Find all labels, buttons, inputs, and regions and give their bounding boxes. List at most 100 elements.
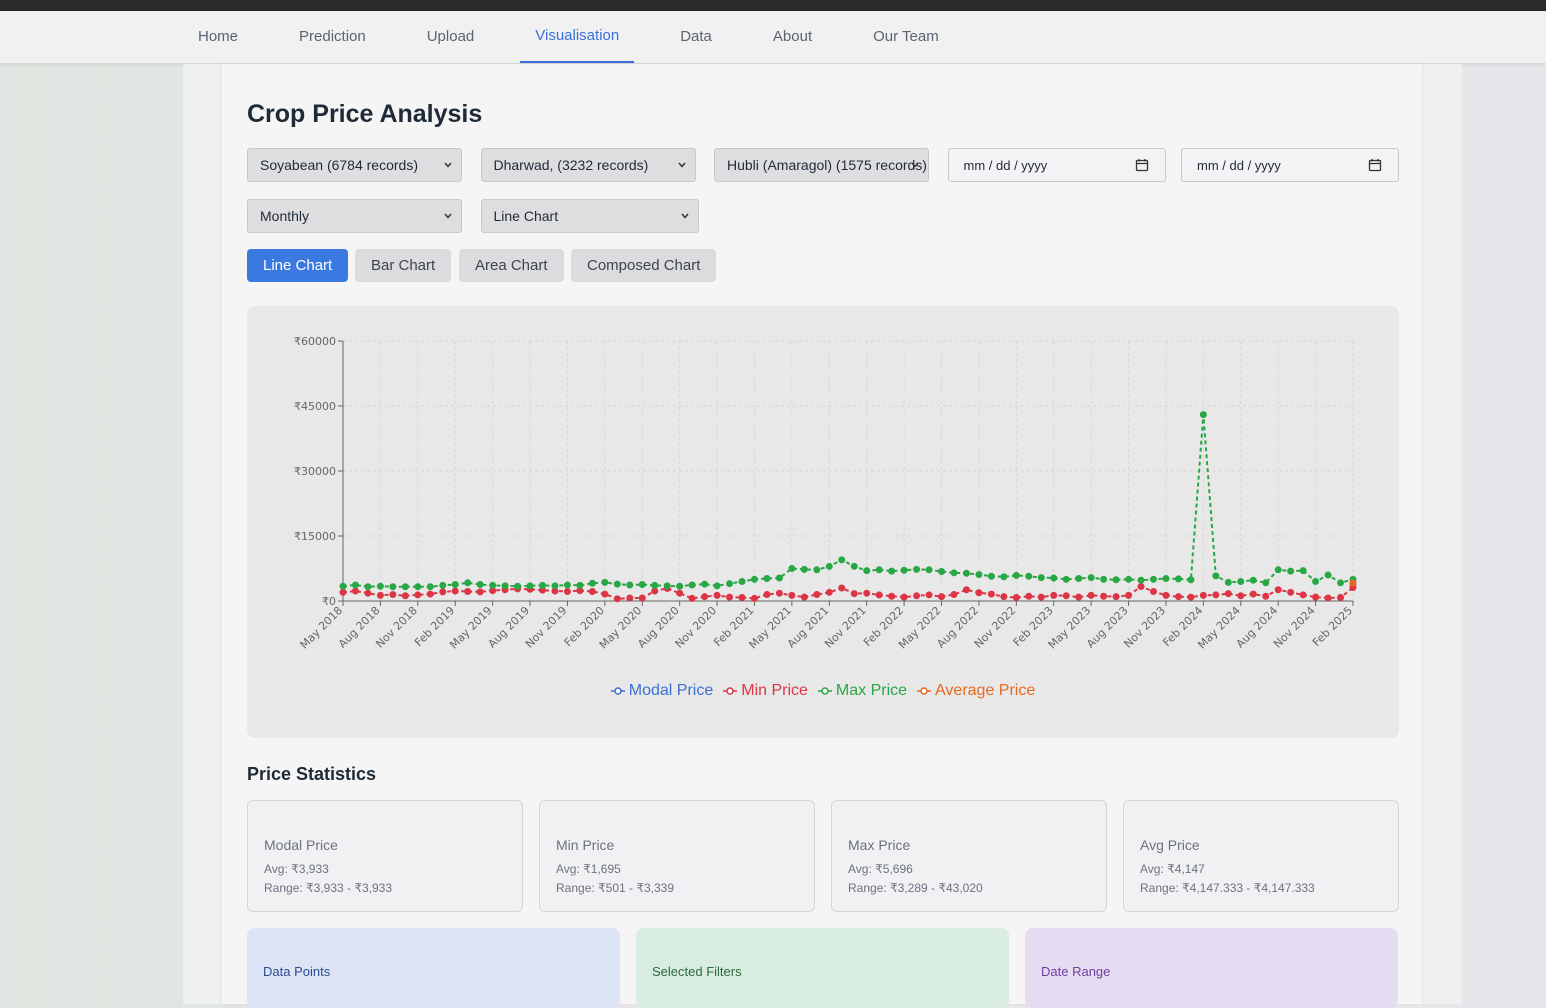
data-point[interactable]	[888, 567, 896, 575]
data-point[interactable]	[414, 583, 422, 591]
data-point[interactable]	[1075, 593, 1083, 601]
data-point[interactable]	[464, 587, 472, 595]
data-point[interactable]	[925, 566, 933, 574]
nav-link[interactable]: Home	[198, 28, 239, 45]
data-point[interactable]	[576, 581, 584, 589]
data-point[interactable]	[975, 571, 983, 579]
data-point[interactable]	[1125, 591, 1133, 599]
data-point[interactable]	[987, 590, 995, 598]
data-point[interactable]	[938, 568, 946, 576]
data-point[interactable]	[426, 590, 434, 598]
select[interactable]: Hubli (Amaragol) (1575 records)	[714, 148, 929, 182]
data-point[interactable]	[1174, 575, 1182, 583]
data-point[interactable]	[763, 574, 771, 582]
data-point[interactable]	[987, 572, 995, 580]
data-point[interactable]	[1187, 576, 1195, 584]
data-point[interactable]	[863, 589, 871, 597]
data-point[interactable]	[1037, 593, 1045, 601]
data-point[interactable]	[1262, 592, 1270, 600]
select[interactable]: Monthly	[247, 199, 462, 233]
data-point[interactable]	[863, 567, 871, 575]
data-point[interactable]	[701, 593, 709, 601]
data-point[interactable]	[726, 580, 734, 588]
nav-link[interactable]: Our Team	[873, 28, 939, 45]
data-point[interactable]	[1149, 587, 1157, 595]
data-point[interactable]	[501, 582, 509, 590]
data-point[interactable]	[913, 592, 921, 600]
data-point[interactable]	[563, 587, 571, 595]
data-point[interactable]	[588, 579, 596, 587]
date-input[interactable]: mm / dd / yyyy	[1181, 148, 1399, 182]
data-point[interactable]	[476, 588, 484, 596]
data-point[interactable]	[389, 591, 397, 598]
data-point[interactable]	[813, 566, 821, 574]
chart-type-button[interactable]: Area Chart	[459, 249, 564, 282]
data-point[interactable]	[663, 582, 671, 590]
data-point[interactable]	[738, 578, 746, 585]
data-point[interactable]	[563, 581, 571, 589]
select[interactable]: Dharwad, (3232 records)	[480, 148, 696, 182]
data-point[interactable]	[476, 581, 484, 589]
data-point[interactable]	[975, 589, 983, 597]
data-point[interactable]	[1312, 593, 1320, 601]
data-point[interactable]	[489, 581, 497, 589]
data-point[interactable]	[1162, 574, 1170, 582]
data-point[interactable]	[551, 582, 559, 590]
data-point[interactable]	[900, 566, 908, 574]
data-point[interactable]	[713, 591, 721, 599]
data-point[interactable]	[613, 595, 621, 603]
data-point[interactable]	[950, 591, 958, 598]
data-point[interactable]	[539, 581, 547, 589]
data-point[interactable]	[1149, 575, 1157, 583]
data-point[interactable]	[1062, 592, 1070, 600]
data-point[interactable]	[364, 583, 372, 591]
data-point[interactable]	[850, 590, 858, 598]
data-point[interactable]	[376, 582, 384, 590]
data-point[interactable]	[950, 569, 958, 577]
data-point[interactable]	[651, 581, 659, 589]
data-point[interactable]	[1274, 566, 1282, 574]
data-point[interactable]	[1012, 594, 1020, 602]
data-point[interactable]	[651, 587, 659, 595]
data-point[interactable]	[1000, 573, 1008, 581]
select[interactable]: Soyabean (6784 records)	[247, 148, 462, 182]
data-point[interactable]	[1299, 567, 1307, 575]
data-point[interactable]	[800, 565, 808, 573]
data-point[interactable]	[676, 582, 684, 590]
data-point[interactable]	[626, 581, 634, 589]
data-point[interactable]	[875, 591, 883, 599]
data-point[interactable]	[838, 556, 846, 564]
legend-item[interactable]: Max Price	[817, 682, 907, 700]
data-point[interactable]	[339, 588, 347, 596]
data-point[interactable]	[1224, 578, 1232, 586]
data-point[interactable]	[514, 582, 522, 590]
data-point[interactable]	[676, 589, 684, 597]
data-point[interactable]	[401, 583, 409, 591]
data-point[interactable]	[1212, 572, 1220, 580]
nav-link[interactable]: Upload	[426, 28, 475, 45]
data-point[interactable]	[1212, 591, 1220, 599]
data-point[interactable]	[601, 578, 609, 586]
data-point[interactable]	[588, 587, 596, 595]
data-point[interactable]	[688, 594, 696, 602]
data-point[interactable]	[439, 581, 447, 589]
data-point[interactable]	[389, 583, 397, 591]
data-point[interactable]	[1112, 593, 1120, 601]
data-point[interactable]	[613, 580, 621, 588]
data-point[interactable]	[1087, 574, 1095, 582]
date-input[interactable]: mm / dd / yyyy	[947, 148, 1166, 182]
data-point[interactable]	[938, 593, 946, 601]
nav-link[interactable]: Prediction	[299, 28, 366, 45]
data-point[interactable]	[750, 594, 758, 602]
data-point[interactable]	[962, 569, 970, 577]
data-point[interactable]	[1274, 586, 1282, 594]
data-point[interactable]	[638, 594, 646, 602]
chart-type-button[interactable]: Composed Chart	[571, 249, 717, 282]
data-point[interactable]	[1025, 572, 1033, 580]
data-point[interactable]	[800, 593, 808, 601]
data-point[interactable]	[1174, 593, 1182, 601]
data-point[interactable]	[775, 589, 783, 597]
data-point[interactable]	[1249, 576, 1257, 584]
data-point[interactable]	[688, 581, 696, 589]
data-point[interactable]	[1199, 411, 1207, 419]
